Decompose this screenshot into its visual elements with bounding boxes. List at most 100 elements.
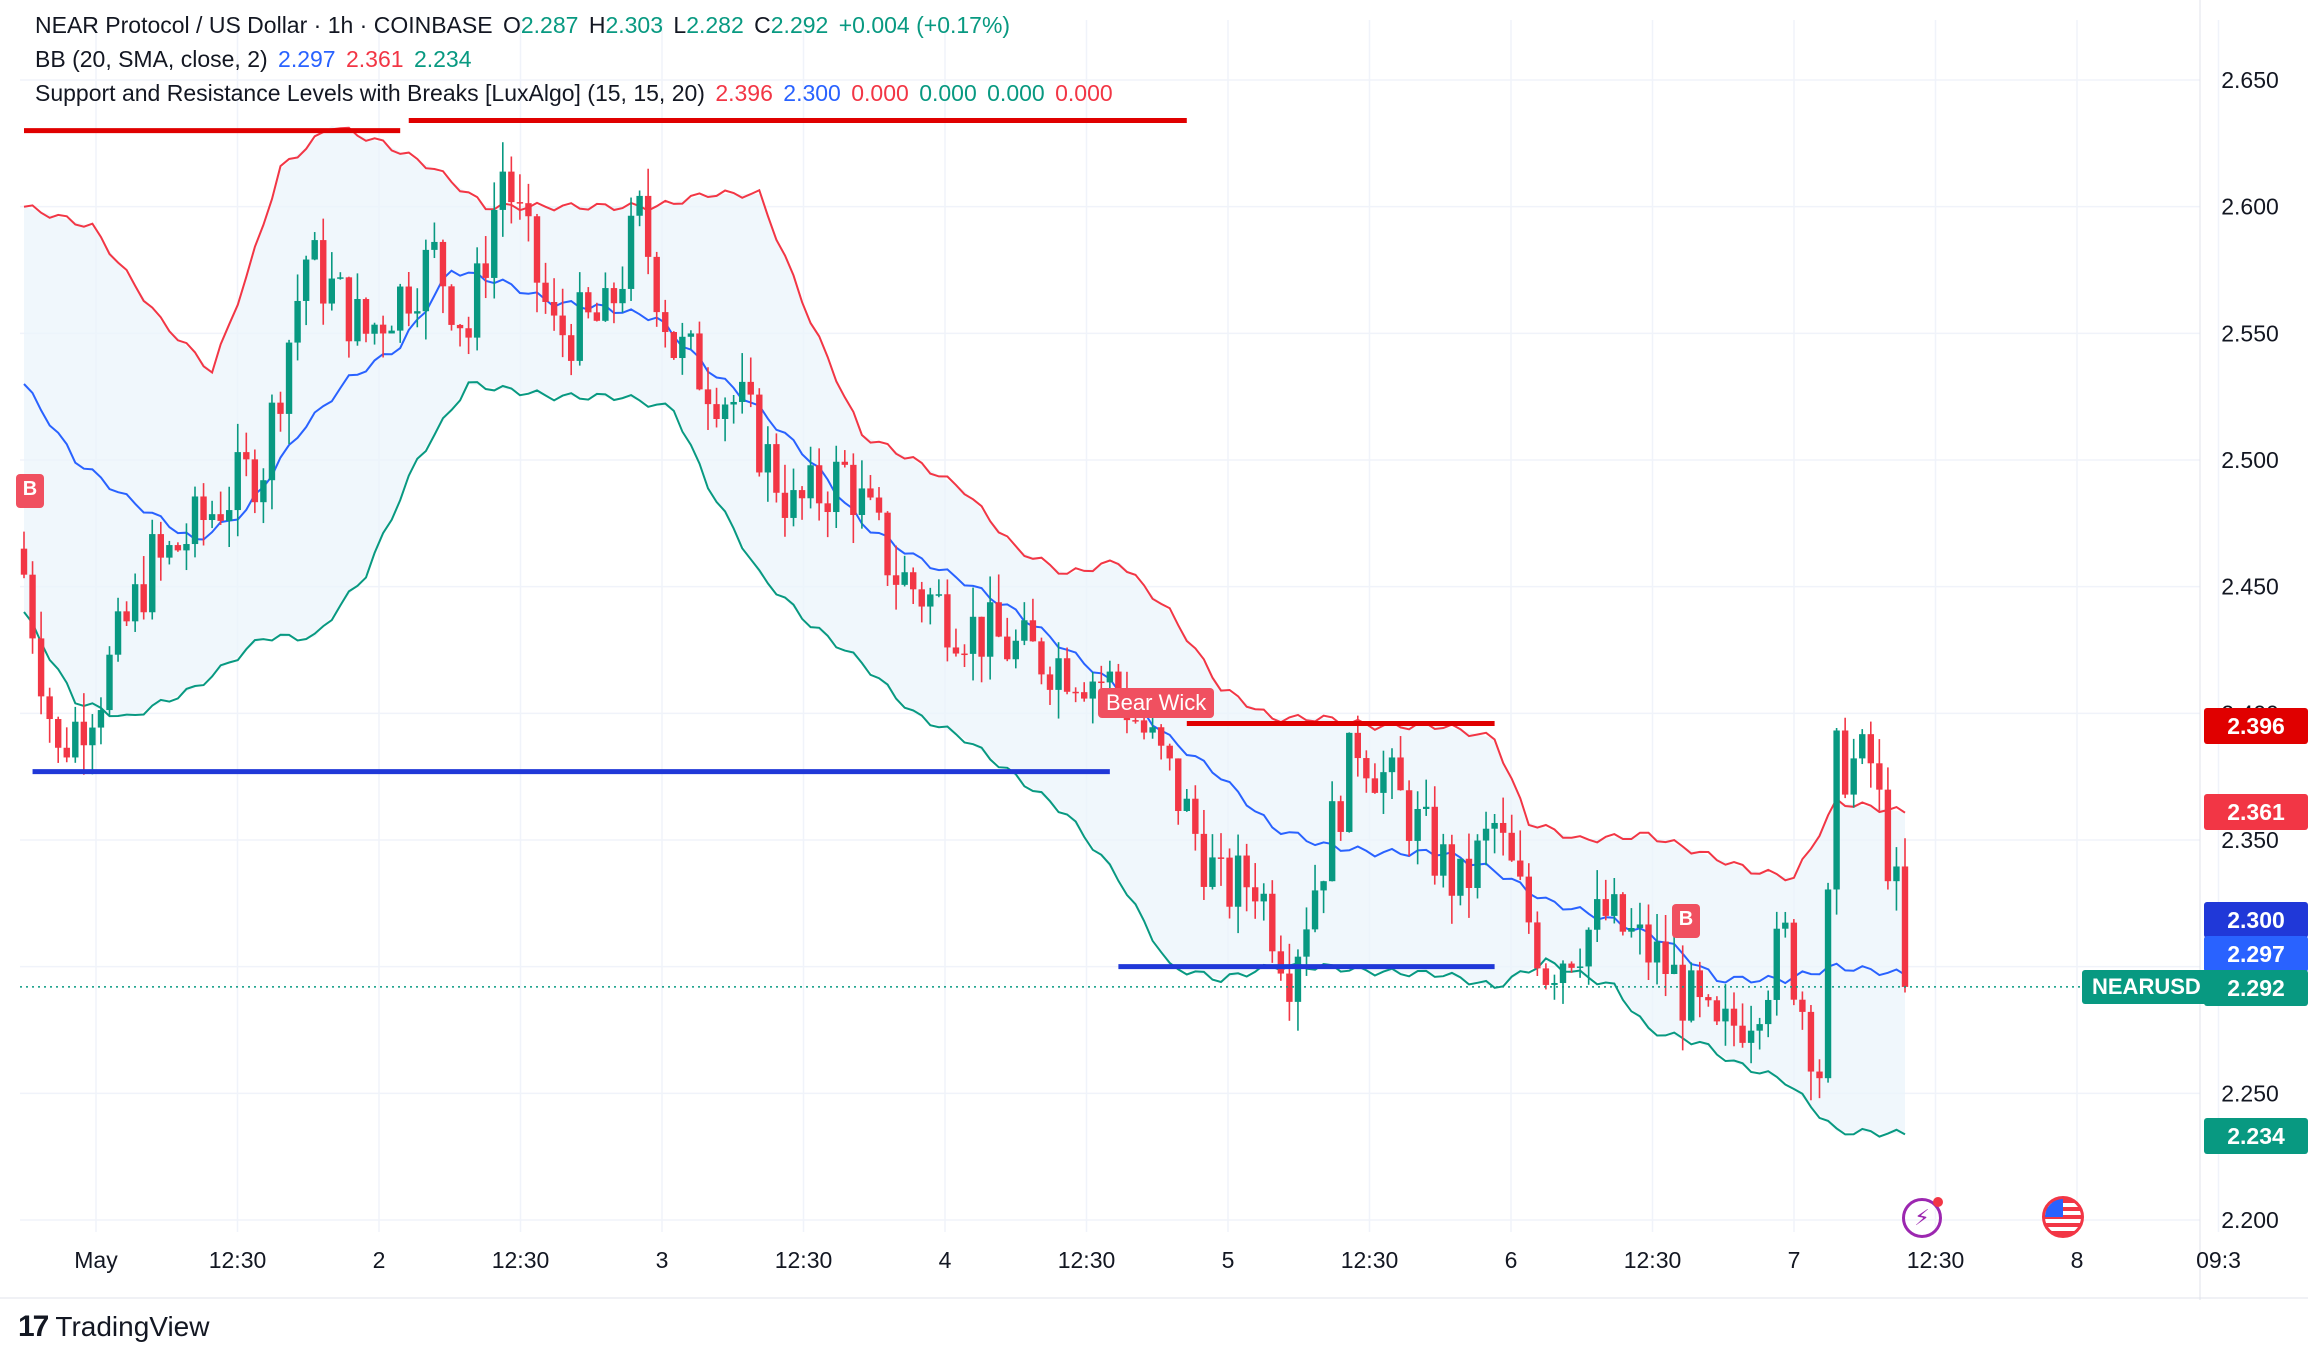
candle-body [858,488,866,515]
candle-body [1132,720,1139,722]
candle-body [1089,681,1096,699]
candle-body [431,241,438,250]
us-flag-icon[interactable] [2042,1196,2084,1238]
candle-body [1431,806,1438,876]
candle-body [1713,1000,1721,1022]
candle-body [1799,999,1806,1012]
candle-body [602,288,609,321]
candle-body [311,240,318,260]
candle-body [149,534,156,613]
candle-body [183,544,190,551]
candle-body [1765,999,1772,1025]
candle-body [1559,963,1567,984]
candle-body [995,602,1002,637]
price-axis[interactable]: 2.6502.6002.5502.5002.4502.4002.3502.300… [2221,67,2279,1233]
candle-body [1525,876,1532,923]
candle-body [1217,857,1225,859]
candle-body [644,195,652,257]
candle-body [1294,956,1302,1002]
candle-body [97,710,105,728]
candle-body [1688,970,1695,1021]
candle-body [157,534,164,558]
candle-body [1328,801,1336,882]
chart-legend: NEAR Protocol / US Dollar · 1h · COINBAS… [35,8,1117,110]
candle-body [585,292,592,313]
time-tick-label: 8 [2071,1247,2084,1273]
sr-value-4: 0.000 [919,80,977,106]
bb-upper-price-tag: 2.361 [2204,794,2308,830]
candle-body [593,312,601,321]
candle-body [1893,866,1900,882]
candle-body [1457,858,1464,896]
candle-body [277,402,284,414]
legend-sr-row[interactable]: Support and Resistance Levels with Break… [35,76,1117,110]
candle-body [1696,970,1703,998]
price-tick-label: 2.450 [2221,574,2279,600]
candle-body [1380,772,1387,793]
candle-body [328,278,335,304]
candle-body [833,461,840,513]
candle-body [20,548,28,575]
candle-body [439,241,447,287]
candle-body [1046,674,1054,690]
time-tick-label: 12:30 [1058,1247,1116,1273]
candle-body [1551,983,1558,985]
time-tick-label: 12:30 [1907,1247,1965,1273]
candle-body [448,286,455,325]
candle-body [482,263,489,278]
low-label: L [673,12,687,38]
candle-body [1209,857,1216,887]
bb-indicator-label[interactable]: BB (20, SMA, close, 2) [35,46,268,72]
candle-body [1200,833,1208,887]
tradingview-logo[interactable]: 17 TradingView [18,1310,209,1344]
candle-body [1499,822,1507,833]
candle-body [226,510,233,521]
price-tick-label: 2.350 [2221,827,2279,853]
sr-indicator-label[interactable]: Support and Resistance Levels with Break… [35,80,705,106]
candles [20,142,1909,1101]
time-axis[interactable]: May 12:30 2 12:30 3 12:30 4 12:30 5 12:30 6 12:30 7 1… [74,1247,2241,1273]
candle-body [944,594,951,648]
bb-upper-value: 2.361 [345,46,404,72]
close-label: C [754,12,771,38]
candle-body [850,464,857,515]
candle-body [1063,658,1071,692]
time-tick-label: 12:30 [209,1247,267,1273]
bollinger-lower-line [23,381,1906,1138]
candle-body [1175,758,1182,812]
candle-body [1602,899,1609,916]
candle-body [268,402,276,481]
symbol-title[interactable]: NEAR Protocol / US Dollar · 1h · COINBAS… [35,12,493,38]
flag-canton [2045,1199,2063,1217]
bollinger-basis-line [23,269,1906,985]
candle-body [1807,1011,1815,1072]
candle-body [345,277,353,342]
lightning-icon[interactable]: ⚡ [1902,1197,1943,1238]
candle-body [251,459,259,503]
bb-lower-value: 2.234 [413,46,472,72]
candle-body [687,333,695,337]
time-tick-label: 12:30 [492,1247,550,1273]
candle-body [354,299,361,342]
legend-bb-row[interactable]: BB (20, SMA, close, 2) 2.297 2.361 2.234 [35,42,1117,76]
candle-body [397,286,404,331]
candle-body [473,263,481,338]
candle-body [884,512,891,576]
candle-body [1790,922,1798,1000]
candle-body [1901,866,1909,987]
candle-body [1098,681,1105,684]
candle-body [1337,801,1344,832]
notification-dot-icon [1933,1197,1943,1207]
candle-body [1440,844,1447,876]
candle-body [456,324,464,329]
candle-body [1739,1025,1746,1043]
candle-body [405,286,412,314]
price-tick-label: 2.500 [2221,447,2279,473]
time-tick-label: May [74,1247,118,1273]
legend-symbol-row: NEAR Protocol / US Dollar · 1h · COINBAS… [35,8,1117,42]
candle-body [815,465,823,504]
support-price-tag: 2.300 [2204,902,2308,938]
candle-body [764,444,772,473]
candle-body [362,299,370,334]
